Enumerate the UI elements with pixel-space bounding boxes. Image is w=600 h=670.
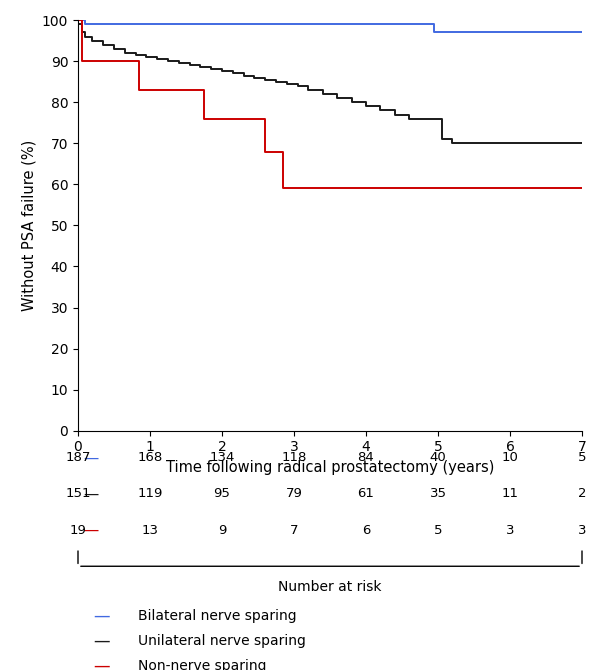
Text: 3: 3 [578,524,586,537]
Text: —: — [83,486,98,501]
Text: 5: 5 [578,452,586,464]
Text: —: — [93,632,110,650]
Text: 134: 134 [209,452,235,464]
Text: Non-nerve sparing: Non-nerve sparing [139,659,267,670]
Text: 151: 151 [65,488,91,500]
X-axis label: Time following radical prostatectomy (years): Time following radical prostatectomy (ye… [166,460,494,475]
Text: 19: 19 [70,524,86,537]
Y-axis label: Without PSA failure (%): Without PSA failure (%) [22,140,37,311]
Text: 10: 10 [502,452,518,464]
Text: 61: 61 [358,488,374,500]
Text: 11: 11 [502,488,518,500]
Text: Bilateral nerve sparing: Bilateral nerve sparing [139,609,297,623]
Text: —: — [93,607,110,625]
Text: 187: 187 [65,452,91,464]
Text: 2: 2 [578,488,586,500]
Text: 3: 3 [506,524,514,537]
Text: 13: 13 [142,524,158,537]
Text: 79: 79 [286,488,302,500]
Text: —: — [93,657,110,670]
Text: 5: 5 [434,524,442,537]
Text: 7: 7 [290,524,298,537]
Text: 118: 118 [281,452,307,464]
Text: —: — [83,523,98,537]
Text: 35: 35 [430,488,446,500]
Text: 9: 9 [218,524,226,537]
Text: 119: 119 [137,488,163,500]
Text: Unilateral nerve sparing: Unilateral nerve sparing [139,634,307,648]
Text: 40: 40 [430,452,446,464]
Text: 168: 168 [137,452,163,464]
Text: Number at risk: Number at risk [278,580,382,594]
Text: 6: 6 [362,524,370,537]
Text: 95: 95 [214,488,230,500]
Text: 84: 84 [358,452,374,464]
Text: —: — [83,450,98,466]
